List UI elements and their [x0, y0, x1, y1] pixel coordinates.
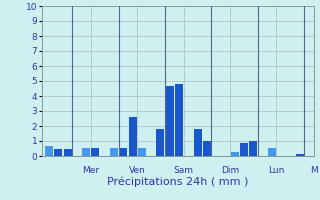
Bar: [54, 148, 62, 156]
Bar: [92, 148, 100, 156]
Bar: [175, 84, 183, 156]
Bar: [64, 149, 72, 156]
Bar: [240, 142, 248, 156]
Bar: [249, 141, 257, 156]
X-axis label: Précipitations 24h ( mm ): Précipitations 24h ( mm ): [107, 176, 248, 187]
Bar: [45, 146, 53, 156]
Bar: [82, 148, 90, 156]
Bar: [110, 148, 118, 156]
Bar: [296, 154, 304, 156]
Bar: [138, 148, 146, 156]
Bar: [194, 129, 202, 156]
Bar: [166, 86, 174, 156]
Bar: [129, 117, 137, 156]
Bar: [119, 148, 127, 156]
Bar: [203, 141, 211, 156]
Bar: [156, 129, 164, 156]
Bar: [231, 152, 239, 156]
Bar: [268, 148, 276, 156]
